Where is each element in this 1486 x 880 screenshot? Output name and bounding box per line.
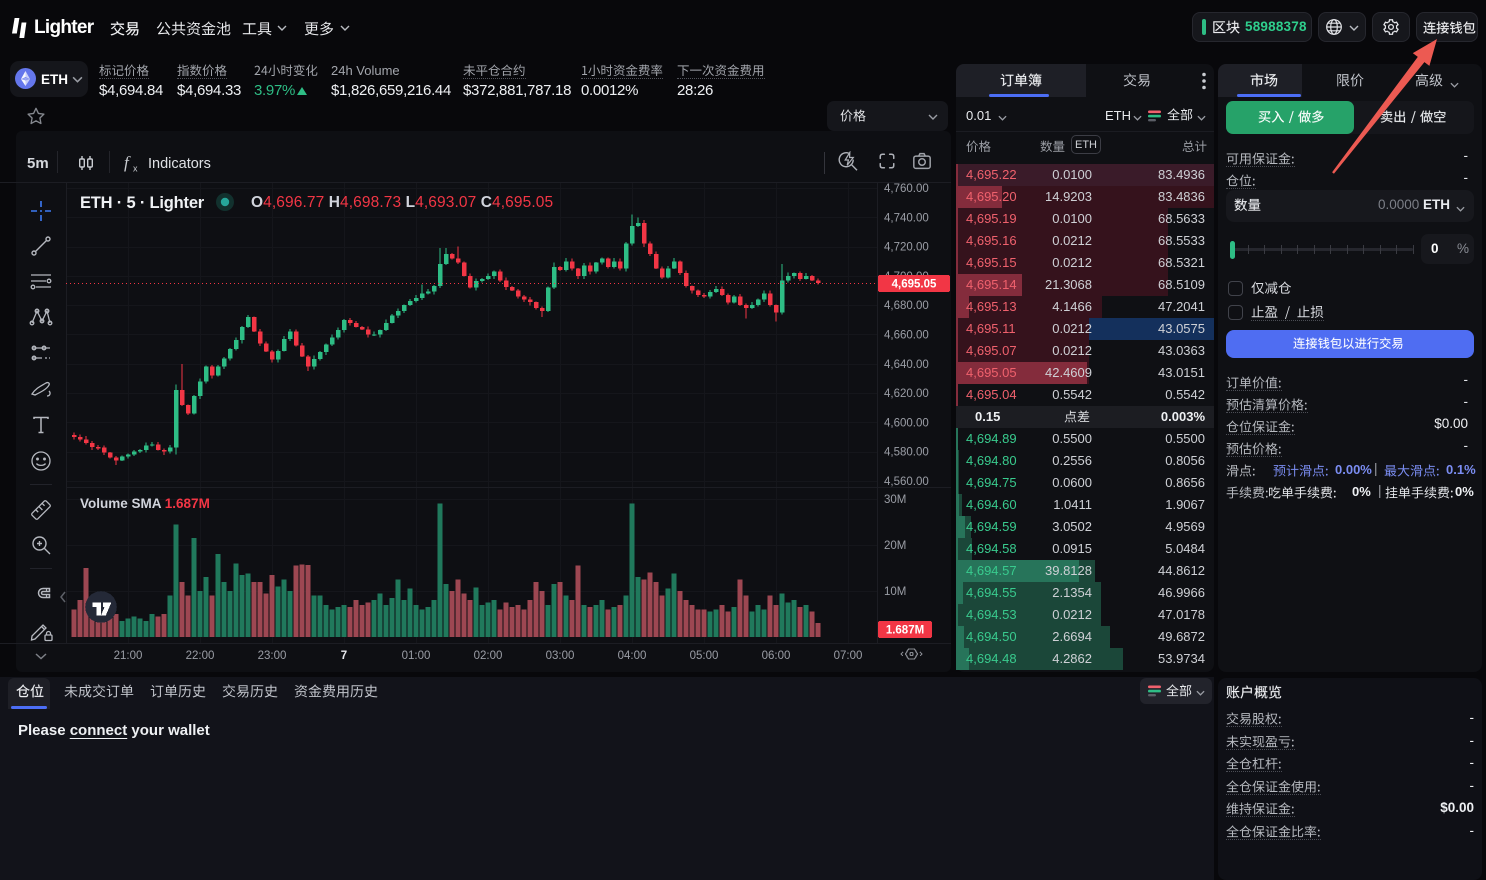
- svg-text:05:00: 05:00: [690, 650, 719, 662]
- svg-text:4,560.00: 4,560.00: [884, 476, 929, 488]
- svg-text:4,760.00: 4,760.00: [884, 183, 929, 195]
- svg-text:4,720.00: 4,720.00: [884, 242, 929, 254]
- svg-text:4,680.00: 4,680.00: [884, 300, 929, 312]
- svg-text:20M: 20M: [884, 540, 906, 552]
- svg-text:4,600.00: 4,600.00: [884, 417, 929, 429]
- svg-text:02:00: 02:00: [474, 650, 503, 662]
- svg-text:03:00: 03:00: [546, 650, 575, 662]
- svg-text:4,740.00: 4,740.00: [884, 212, 929, 224]
- svg-text:x: x: [133, 164, 138, 174]
- svg-text:7: 7: [341, 650, 347, 662]
- svg-text:04:00: 04:00: [618, 650, 647, 662]
- svg-text:f: f: [124, 153, 131, 172]
- svg-text:22:00: 22:00: [186, 650, 215, 662]
- svg-text:4,580.00: 4,580.00: [884, 447, 929, 459]
- svg-text:07:00: 07:00: [834, 650, 863, 662]
- svg-text:1.687M: 1.687M: [886, 625, 924, 637]
- svg-text:01:00: 01:00: [402, 650, 431, 662]
- svg-text:23:00: 23:00: [258, 650, 287, 662]
- svg-text:4,620.00: 4,620.00: [884, 388, 929, 400]
- svg-text:21:00: 21:00: [114, 650, 143, 662]
- svg-text:4,695.05: 4,695.05: [892, 279, 937, 291]
- svg-text:4,660.00: 4,660.00: [884, 330, 929, 342]
- svg-text:30M: 30M: [884, 494, 906, 506]
- svg-text:10M: 10M: [884, 586, 906, 598]
- svg-text:4,640.00: 4,640.00: [884, 359, 929, 371]
- svg-text:06:00: 06:00: [762, 650, 791, 662]
